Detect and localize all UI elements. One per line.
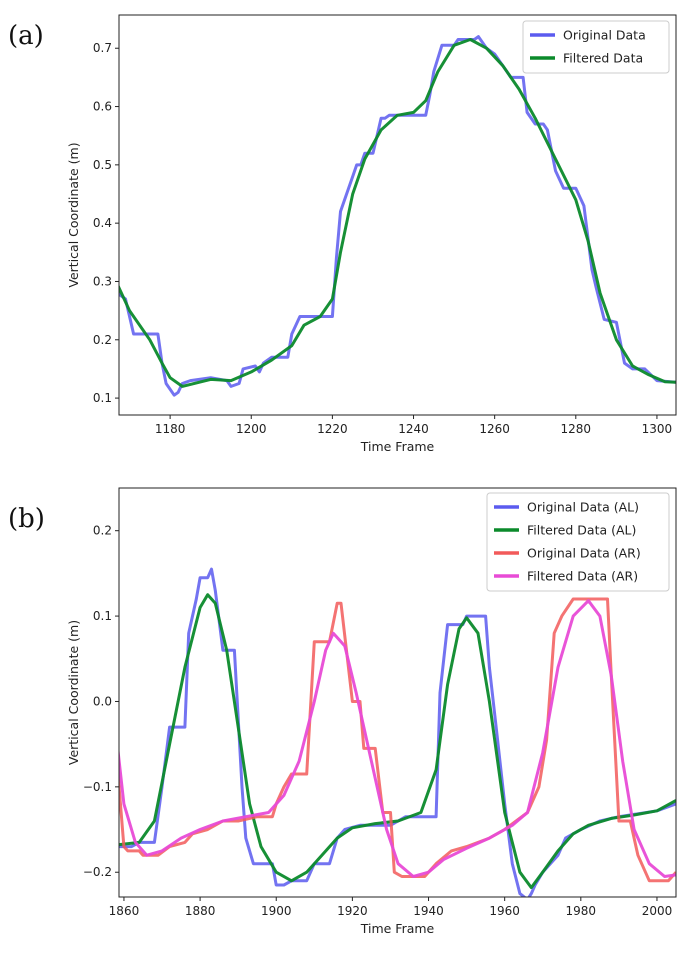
x-tick-label: 1300 xyxy=(642,422,673,436)
y-axis-label: Vertical Coordinate (m) xyxy=(66,620,81,765)
x-tick-label: 1180 xyxy=(155,422,186,436)
x-tick-label: 1960 xyxy=(489,904,520,918)
x-tick-label: 1200 xyxy=(236,422,267,436)
y-tick-label: −0.1 xyxy=(83,780,112,794)
x-tick-label: 1260 xyxy=(479,422,510,436)
y-tick-label: 0.5 xyxy=(93,158,112,172)
series-line-filtered-data-al xyxy=(119,593,676,890)
legend-label: Filtered Data (AR) xyxy=(527,569,638,584)
x-tick-label: 1220 xyxy=(317,422,348,436)
y-tick-label: 0.6 xyxy=(93,100,112,114)
panel-label: (a) xyxy=(8,21,44,51)
x-tick-label: 1940 xyxy=(413,904,444,918)
legend-label: Original Data (AR) xyxy=(527,546,641,561)
y-tick-label: 0.2 xyxy=(93,333,112,347)
x-axis-label: Time Frame xyxy=(360,921,435,936)
legend: Original Data Filtered Data xyxy=(522,20,670,74)
series-line-filtered-data-ar xyxy=(119,599,676,878)
legend-box xyxy=(486,492,670,592)
series-line-original-data-ar xyxy=(119,597,676,883)
y-tick-label: 0.1 xyxy=(93,391,112,405)
y-axis-label: Vertical Coordinate (m) xyxy=(66,142,81,287)
chart-panel-a: (a) 1180 1200 1220 1240 1260 1280 1300 0.1 0.2 0.3… xyxy=(8,14,677,454)
series-line-filtered-data xyxy=(119,38,676,388)
legend-label: Filtered Data xyxy=(563,51,643,66)
legend-box xyxy=(522,20,670,74)
panel-label: (b) xyxy=(8,504,45,534)
chart-panel-b: (b) 1860 1880 1900 1920 1940 1960 1980 2000 −0.2 −… xyxy=(8,487,677,936)
axes-frame xyxy=(118,487,677,898)
y-tick-label: 0.4 xyxy=(93,216,112,230)
legend-label: Original Data xyxy=(563,28,646,43)
x-tick-label: 2000 xyxy=(642,904,673,918)
series-line-original-data xyxy=(119,35,676,397)
series-line-original-data-al xyxy=(119,567,676,897)
legend-label: Filtered Data (AL) xyxy=(527,523,636,538)
x-tick-label: 1980 xyxy=(566,904,597,918)
y-tick-label: 0.1 xyxy=(93,609,112,623)
x-tick-label: 1240 xyxy=(398,422,429,436)
legend-label: Original Data (AL) xyxy=(527,500,639,515)
y-tick-label: 0.7 xyxy=(93,41,112,55)
x-tick-label: 1920 xyxy=(337,904,368,918)
x-tick-label: 1900 xyxy=(261,904,292,918)
x-tick-label: 1860 xyxy=(109,904,140,918)
y-tick-label: 0.2 xyxy=(93,524,112,538)
x-tick-label: 1280 xyxy=(561,422,592,436)
x-tick-label: 1880 xyxy=(185,904,216,918)
y-tick-label: −0.2 xyxy=(83,865,112,879)
axes-frame xyxy=(118,14,677,416)
y-tick-label: 0.3 xyxy=(93,274,112,288)
y-tick-label: 0.0 xyxy=(93,694,112,708)
legend: Original Data (AL) Filtered Data (AL) Orig… xyxy=(486,492,670,592)
x-axis-label: Time Frame xyxy=(360,439,435,454)
